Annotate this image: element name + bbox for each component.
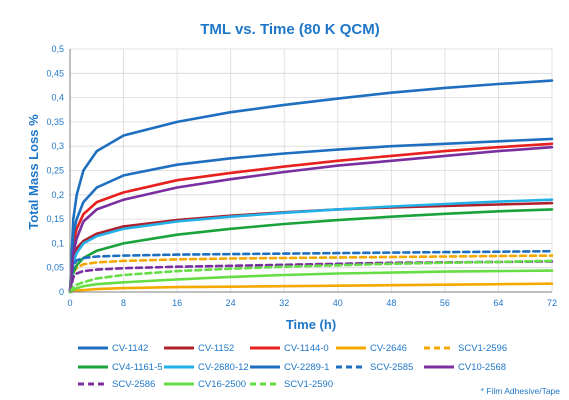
y-tick-label: 0,35 [46,117,64,127]
x-axis-title: Time (h) [286,317,336,332]
series-line-cv-1144-0 [68,142,554,294]
axes [69,49,552,293]
legend: CV-1142 CV-1152 CV-1144-0 CV-2646 SCV1-2596 C… [78,343,507,390]
legend-label: CV-1152 [198,343,234,354]
y-tick-label: 0,45 [46,68,64,78]
legend-label: CV-2289-1 [284,362,329,373]
y-tick-label: 0,25 [46,166,64,176]
series-line-cv-2289-1 [68,137,554,294]
x-tick-label: 72 [547,298,557,308]
series-line-cv-2646 [68,282,554,294]
x-tick-label: 48 [386,298,396,308]
legend-label: CV-1142 [112,343,148,354]
legend-label: SCV1-2590 [284,379,333,390]
x-tick-label: 8 [121,298,126,308]
legend-item: CV4-1161-5 [78,362,163,373]
y-tick-label: 0,05 [46,263,64,273]
series-lines [68,79,554,294]
y-tick-label: 0,1 [51,238,64,248]
x-tick-label: 64 [493,298,503,308]
series-line-cv-1142 [68,79,554,294]
legend-item: CV10-2568 [424,362,506,373]
x-tick-label: 24 [226,298,236,308]
series-line-scv-2585 [68,249,554,294]
legend-item: CV-2646 [336,343,407,354]
x-tick-label: 56 [440,298,450,308]
y-tick-labels: 0 0,05 0,1 0,15 0,2 0,25 0,3 0,35 0,4 0,45 0,5 [46,44,64,297]
legend-label: CV-2646 [370,343,407,354]
series-line-cv-2680-12 [68,198,554,294]
legend-item: SCV1-2590 [250,379,333,390]
x-tick-label: 0 [67,298,72,308]
y-axis-title: Total Mass Loss % [26,114,41,230]
legend-label: SCV-2586 [112,379,155,390]
legend-item: SCV1-2596 [424,343,507,354]
legend-label: CV10-2568 [458,362,506,373]
legend-label: SCV1-2596 [458,343,507,354]
series-line-cv4-1161-5 [68,208,554,294]
y-tick-label: 0 [59,287,64,297]
legend-item: CV-1152 [164,343,234,354]
series-line-scv1-2596 [68,254,554,294]
legend-item: SCV-2586 [78,379,155,390]
x-tick-label: 32 [279,298,289,308]
x-tick-label: 40 [333,298,343,308]
legend-label: CV4-1161-5 [112,362,163,373]
series-line-scv1-2590 [68,259,554,294]
y-tick-label: 0,2 [51,190,64,200]
series-line-cv10-2568 [68,145,554,294]
legend-label: CV-2680-12 [198,362,249,373]
y-tick-label: 0,3 [51,141,64,151]
y-tick-label: 0,15 [46,214,64,224]
legend-item: CV-1144-0 [250,343,329,354]
series-line-cv16-2500 [68,269,554,294]
legend-item: SCV-2585 [336,362,413,373]
y-tick-label: 0,5 [51,44,64,54]
legend-item: CV-1142 [78,343,148,354]
chart-title: TML vs. Time (80 K QCM) [200,21,379,38]
film-adhesive-note: * Film Adhesive/Tape [481,386,561,396]
legend-item: CV-2680-12 [164,362,249,373]
legend-label: CV-1144-0 [284,343,329,354]
legend-label: SCV-2585 [370,362,413,373]
series-line-cv-1152 [68,201,554,294]
legend-item: CV16-2500 [164,379,246,390]
x-tick-label: 16 [172,298,182,308]
gridlines [70,48,553,292]
y-tick-label: 0,4 [51,93,64,103]
x-tick-labels: 0 8 16 24 32 40 48 56 64 72 [67,298,557,308]
legend-label: CV16-2500 [198,379,246,390]
legend-item: CV-2289-1 [250,362,329,373]
